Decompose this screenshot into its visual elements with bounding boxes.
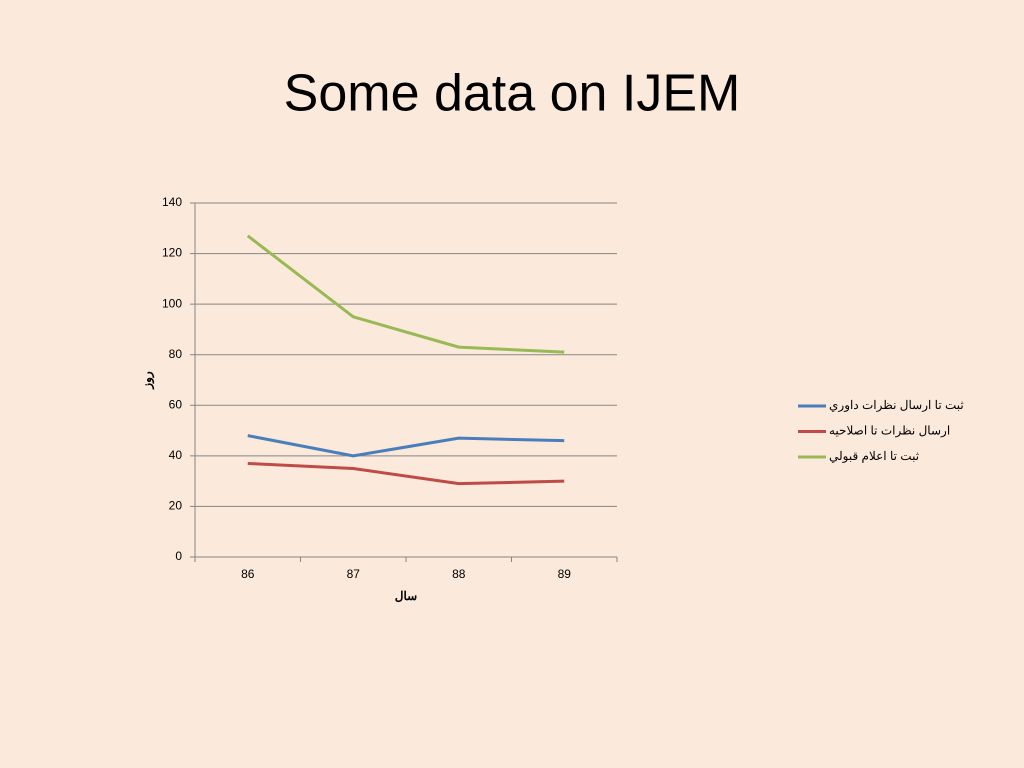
y-tick-label: 0 xyxy=(175,549,182,563)
x-tick-label: 86 xyxy=(241,567,255,581)
x-tick-label: 88 xyxy=(452,567,466,581)
y-axis-label: روز xyxy=(140,371,155,390)
series-line xyxy=(247,461,565,486)
y-tick-label: 140 xyxy=(162,195,182,209)
series-line xyxy=(246,234,565,354)
y-tick-label: 60 xyxy=(169,397,183,411)
y-tick-label: 20 xyxy=(169,499,183,513)
legend-label: ثبت تا اعلام قبولي xyxy=(829,449,919,463)
x-tick-label: 87 xyxy=(347,567,361,581)
y-tick-label: 100 xyxy=(162,296,182,310)
y-tick-label: 80 xyxy=(169,347,183,361)
chart-title: Some data on IJEM xyxy=(284,65,741,123)
legend-label: ثبت تا ارسال نظرات داوري xyxy=(829,398,964,412)
series-line xyxy=(247,434,565,458)
y-tick-label: 120 xyxy=(162,246,182,260)
x-tick-label: 89 xyxy=(558,567,572,581)
y-tick-label: 40 xyxy=(169,448,183,462)
legend-label: ارسال نظرات تا اصلاحيه xyxy=(829,424,950,438)
x-axis-label: سال xyxy=(395,589,417,603)
